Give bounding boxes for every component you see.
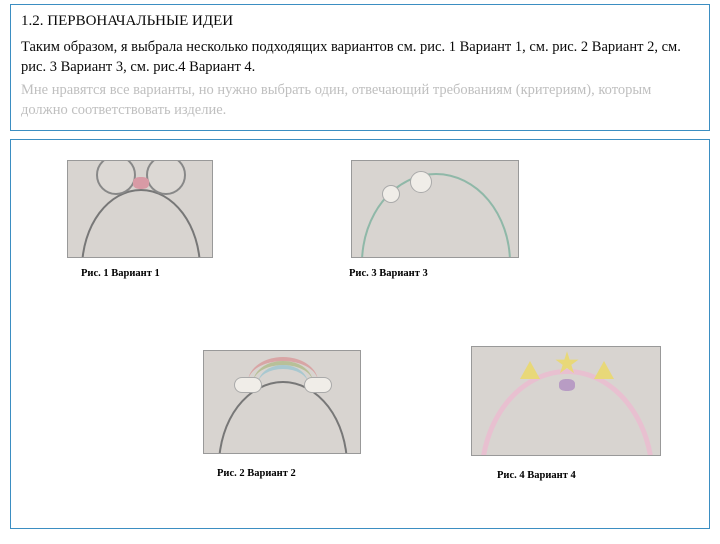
sketch-rainbow-headband xyxy=(203,350,361,454)
caption-4: Рис. 4 Вариант 4 xyxy=(497,470,661,481)
figure-2: Рис. 2 Вариант 2 xyxy=(203,350,361,479)
figure-1: Рис. 1 Вариант 1 xyxy=(67,160,213,279)
figure-4: Рис. 4 Вариант 4 xyxy=(471,346,661,481)
caption-2: Рис. 2 Вариант 2 xyxy=(217,468,361,479)
paragraph-2: Мне нравятся все варианты, но нужно выбр… xyxy=(21,81,699,120)
caption-3: Рис. 3 Вариант 3 xyxy=(349,268,519,279)
figure-3: Рис. 3 Вариант 3 xyxy=(351,160,519,279)
text-panel: 1.2. ПЕРВОНАЧАЛЬНЫЕ ИДЕИ Таким образом, … xyxy=(10,4,710,131)
sketch-ears-headband xyxy=(67,160,213,258)
paragraph-1: Таким образом, я выбрала несколько подхо… xyxy=(21,38,699,77)
heading: 1.2. ПЕРВОНАЧАЛЬНЫЕ ИДЕИ xyxy=(21,13,699,30)
figures-panel: Рис. 1 Вариант 1 Рис. 3 Вариант 3 Рис. 2… xyxy=(10,139,710,529)
sketch-crown-headband xyxy=(471,346,661,456)
caption-1: Рис. 1 Вариант 1 xyxy=(81,268,213,279)
sketch-flower-headband xyxy=(351,160,519,258)
